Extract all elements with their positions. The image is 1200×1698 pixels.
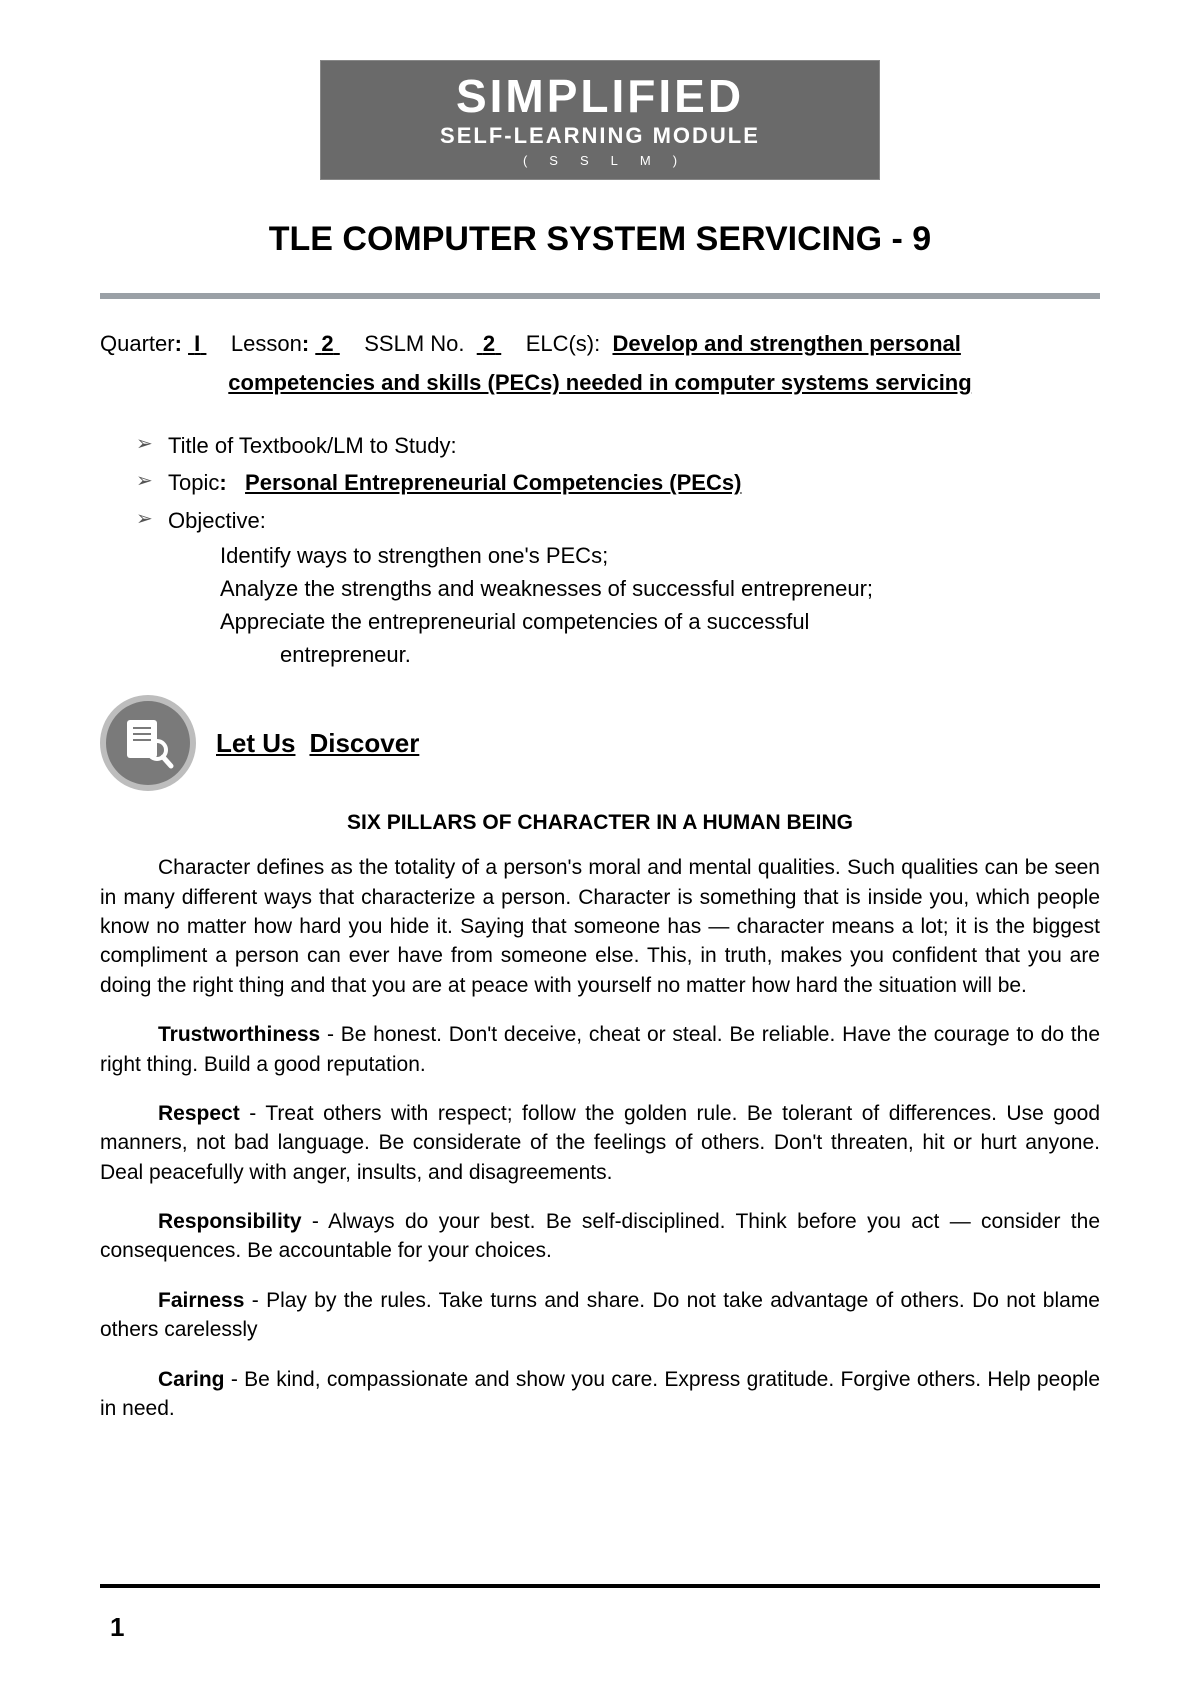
- objective-item-cont: entrepreneur.: [280, 638, 1100, 671]
- bullets-block: ➢ Title of Textbook/LM to Study: ➢ Topic…: [136, 427, 1100, 539]
- objective-label: Objective:: [168, 502, 266, 539]
- pillar-text: - Play by the rules. Take turns and shar…: [100, 1289, 1100, 1341]
- banner-abbr: (SSLM): [501, 153, 699, 168]
- pillar-item: Trustworthiness - Be honest. Don't decei…: [100, 1020, 1100, 1079]
- section-label: Let UsDiscover: [216, 728, 419, 759]
- pillar-name: Responsibility: [158, 1210, 302, 1233]
- sslm-label: SSLM No.: [364, 331, 464, 356]
- bullet-marker-icon: ➢: [136, 502, 168, 536]
- title-divider: [100, 293, 1100, 299]
- pillar-item: Caring - Be kind, compassionate and show…: [100, 1365, 1100, 1424]
- page-number: 1: [110, 1612, 124, 1643]
- quarter-value: I: [188, 331, 206, 356]
- intro-paragraph: Character defines as the totality of a p…: [100, 853, 1100, 1000]
- elcs-line2: competencies and skills (PECs) needed in…: [228, 370, 971, 395]
- discover-icon: [100, 695, 196, 791]
- objective-item: Appreciate the entrepreneurial competenc…: [220, 605, 1100, 638]
- quarter-label: Quarter: [100, 331, 175, 356]
- pillar-item: Responsibility - Always do your best. Be…: [100, 1207, 1100, 1266]
- objective-item: Identify ways to strengthen one's PECs;: [220, 539, 1100, 572]
- footer-divider: [100, 1584, 1100, 1588]
- section-header: Let UsDiscover: [100, 695, 1100, 791]
- page-title: TLE COMPUTER SYSTEM SERVICING - 9: [100, 220, 1100, 259]
- pillar-item: Respect - Treat others with respect; fol…: [100, 1099, 1100, 1187]
- pillar-name: Trustworthiness: [158, 1023, 320, 1046]
- pillar-name: Fairness: [158, 1289, 244, 1312]
- textbook-label: Title of Textbook/LM to Study:: [168, 427, 457, 464]
- pillar-name: Caring: [158, 1368, 225, 1391]
- lesson-meta: Quarter: I Lesson: 2 SSLM No. 2 ELC(s): …: [100, 327, 1100, 399]
- banner-subtitle: SELF-LEARNING MODULE: [440, 123, 760, 149]
- lesson-label: Lesson: [231, 331, 302, 356]
- content-subheading: SIX PILLARS OF CHARACTER IN A HUMAN BEIN…: [100, 811, 1100, 835]
- sslm-value: 2: [477, 331, 502, 356]
- bullet-marker-icon: ➢: [136, 464, 168, 498]
- topic-value: Personal Entrepreneurial Competencies (P…: [245, 470, 741, 495]
- module-banner: SIMPLIFIED SELF-LEARNING MODULE (SSLM): [320, 60, 880, 180]
- banner-title: SIMPLIFIED: [456, 73, 744, 119]
- lesson-value: 2: [315, 331, 340, 356]
- elcs-line1: Develop and strengthen personal: [612, 331, 960, 356]
- bullet-marker-icon: ➢: [136, 427, 168, 461]
- pillar-item: Fairness - Play by the rules. Take turns…: [100, 1286, 1100, 1345]
- objective-item: Analyze the strengths and weaknesses of …: [220, 572, 1100, 605]
- objectives-list: Identify ways to strengthen one's PECs; …: [220, 539, 1100, 671]
- elcs-label: ELC(s):: [526, 331, 601, 356]
- topic-label: Topic: [168, 470, 219, 495]
- pillar-text: - Be kind, compassionate and show you ca…: [100, 1368, 1100, 1420]
- pillar-name: Respect: [158, 1102, 240, 1125]
- pillar-text: - Treat others with respect; follow the …: [100, 1102, 1100, 1184]
